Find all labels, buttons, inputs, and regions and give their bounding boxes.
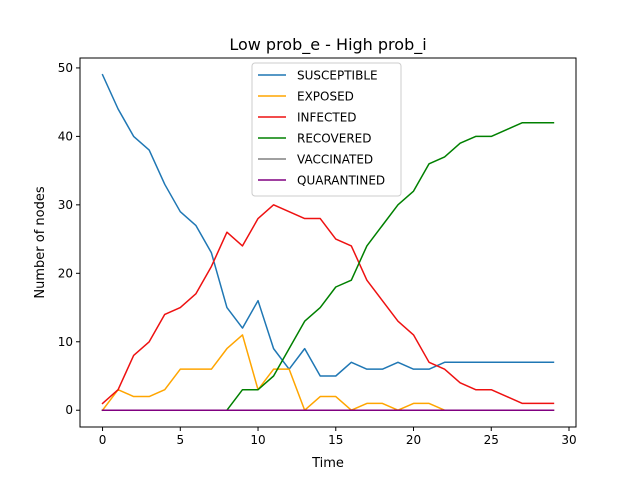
y-tick-label: 50 (58, 61, 73, 75)
legend-label-susceptible: SUSCEPTIBLE (297, 69, 378, 83)
chart-title: Low prob_e - High prob_i (229, 35, 426, 55)
x-axis-label: Time (311, 456, 344, 471)
series-line-susceptible (101, 73, 555, 377)
legend-label-recovered: RECOVERED (297, 132, 371, 146)
ticks-layer: 0 5 10 15 20 25 30 0 10 20 30 40 50 (58, 61, 577, 447)
y-tick-label: 30 (58, 198, 73, 212)
x-tick-label: 0 (99, 433, 107, 447)
y-tick-label: 40 (58, 129, 73, 143)
legend-label-infected: INFECTED (297, 111, 357, 125)
plot-frame (79, 57, 577, 428)
y-tick-label: 20 (58, 266, 73, 280)
x-tick-label: 5 (176, 433, 184, 447)
x-tick-label: 30 (561, 433, 576, 447)
y-tick-label: 0 (65, 403, 73, 417)
x-tick-label: 20 (406, 433, 421, 447)
y-axis-label: Number of nodes (33, 186, 48, 298)
x-tick-label: 15 (328, 433, 343, 447)
series-line-infected (101, 204, 555, 405)
x-tick-label: 25 (484, 433, 499, 447)
x-tick-label: 10 (250, 433, 265, 447)
y-tick-label: 10 (58, 335, 73, 349)
plot-layer (101, 73, 555, 412)
legend-label-exposed: EXPOSED (297, 90, 354, 104)
legend-label-vaccinated: VACCINATED (297, 153, 373, 167)
legend-label-quarantined: QUARANTINED (297, 174, 385, 188)
legend: SUSCEPTIBLE EXPOSED INFECTED RECOVERED VACCI… (251, 62, 402, 197)
legend-box (251, 62, 402, 197)
